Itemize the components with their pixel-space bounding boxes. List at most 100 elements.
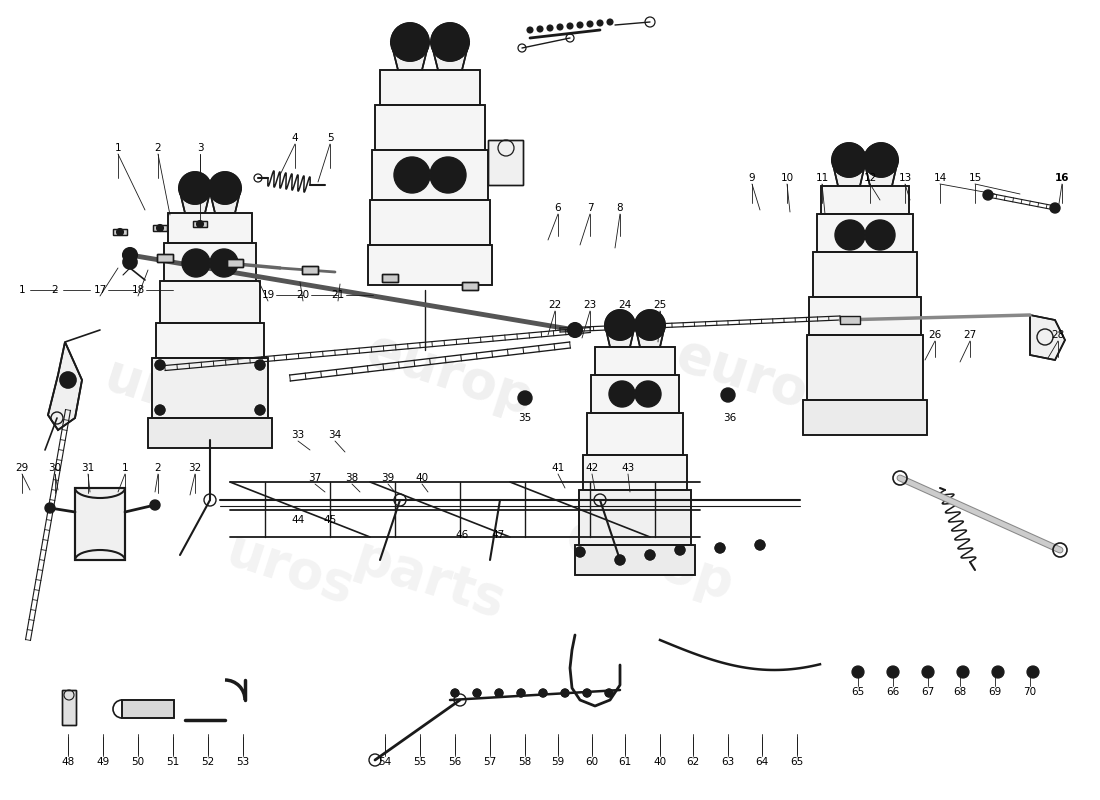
Text: 10: 10 bbox=[780, 173, 793, 183]
Circle shape bbox=[156, 225, 164, 231]
Circle shape bbox=[605, 310, 635, 340]
Circle shape bbox=[607, 19, 613, 25]
Text: 11: 11 bbox=[815, 173, 828, 183]
Circle shape bbox=[605, 689, 613, 697]
Text: 5: 5 bbox=[327, 133, 333, 143]
Circle shape bbox=[1050, 203, 1060, 213]
Text: 22: 22 bbox=[549, 300, 562, 310]
Text: 67: 67 bbox=[922, 687, 935, 697]
Text: 62: 62 bbox=[686, 757, 700, 767]
Text: 66: 66 bbox=[887, 687, 900, 697]
Circle shape bbox=[992, 666, 1004, 678]
Circle shape bbox=[517, 689, 525, 697]
Circle shape bbox=[527, 27, 534, 33]
Text: 1: 1 bbox=[114, 143, 121, 153]
Polygon shape bbox=[431, 42, 469, 70]
Circle shape bbox=[983, 190, 993, 200]
Circle shape bbox=[155, 360, 165, 370]
Bar bbox=[75, 488, 125, 560]
Text: 4: 4 bbox=[292, 133, 298, 143]
Circle shape bbox=[431, 23, 469, 61]
Text: europ: europ bbox=[360, 323, 540, 426]
Text: 14: 14 bbox=[934, 173, 947, 183]
Text: 30: 30 bbox=[48, 463, 62, 473]
Text: 35: 35 bbox=[518, 413, 531, 423]
Text: 19: 19 bbox=[262, 290, 275, 300]
Circle shape bbox=[45, 503, 55, 513]
Bar bbox=[591, 375, 679, 413]
Circle shape bbox=[255, 405, 265, 415]
Text: uros: uros bbox=[98, 350, 239, 440]
Text: 24: 24 bbox=[618, 300, 631, 310]
Circle shape bbox=[922, 666, 934, 678]
Polygon shape bbox=[390, 42, 429, 70]
Circle shape bbox=[473, 689, 481, 697]
Text: 57: 57 bbox=[483, 757, 496, 767]
Bar bbox=[372, 150, 488, 200]
Bar bbox=[157, 254, 173, 262]
Bar bbox=[375, 105, 485, 150]
Text: 2: 2 bbox=[155, 463, 162, 473]
Bar bbox=[807, 335, 923, 400]
Circle shape bbox=[557, 24, 563, 30]
Circle shape bbox=[394, 157, 430, 193]
Polygon shape bbox=[635, 325, 666, 347]
Circle shape bbox=[887, 666, 899, 678]
Circle shape bbox=[835, 220, 865, 250]
Circle shape bbox=[675, 545, 685, 555]
Bar bbox=[302, 266, 318, 274]
Bar bbox=[575, 545, 695, 575]
Text: 43: 43 bbox=[621, 463, 635, 473]
Circle shape bbox=[255, 360, 265, 370]
Bar bbox=[813, 252, 917, 297]
Text: 28: 28 bbox=[1052, 330, 1065, 340]
Text: 70: 70 bbox=[1023, 687, 1036, 697]
Circle shape bbox=[635, 381, 661, 407]
Circle shape bbox=[60, 372, 76, 388]
Bar bbox=[164, 243, 256, 281]
Bar bbox=[372, 150, 488, 200]
Circle shape bbox=[575, 547, 585, 557]
Text: 3: 3 bbox=[197, 143, 204, 153]
Bar bbox=[152, 358, 268, 418]
Text: europ: europ bbox=[670, 329, 850, 431]
Text: 15: 15 bbox=[968, 173, 981, 183]
Bar bbox=[808, 297, 921, 335]
Circle shape bbox=[518, 391, 532, 405]
Bar bbox=[153, 225, 167, 231]
Bar bbox=[379, 70, 480, 105]
Circle shape bbox=[715, 543, 725, 553]
Text: 51: 51 bbox=[166, 757, 179, 767]
Circle shape bbox=[117, 229, 123, 235]
Bar bbox=[157, 254, 173, 262]
Bar bbox=[821, 186, 909, 214]
Bar bbox=[370, 200, 490, 245]
Text: 60: 60 bbox=[585, 757, 598, 767]
Text: 8: 8 bbox=[617, 203, 624, 213]
Bar bbox=[591, 375, 679, 413]
Circle shape bbox=[957, 666, 969, 678]
Circle shape bbox=[587, 21, 593, 27]
Polygon shape bbox=[605, 325, 635, 347]
Bar bbox=[192, 221, 207, 227]
Polygon shape bbox=[1030, 315, 1065, 360]
Circle shape bbox=[583, 689, 591, 697]
Text: 16: 16 bbox=[1055, 173, 1069, 183]
Text: 13: 13 bbox=[899, 173, 912, 183]
Text: 45: 45 bbox=[323, 515, 337, 525]
Bar bbox=[156, 323, 264, 358]
Circle shape bbox=[852, 666, 864, 678]
Circle shape bbox=[495, 689, 503, 697]
Text: 33: 33 bbox=[292, 430, 305, 440]
Text: 63: 63 bbox=[722, 757, 735, 767]
Text: 59: 59 bbox=[551, 757, 564, 767]
Bar bbox=[488, 140, 522, 185]
Circle shape bbox=[566, 23, 573, 29]
Text: 65: 65 bbox=[851, 687, 865, 697]
Polygon shape bbox=[832, 160, 866, 186]
Circle shape bbox=[430, 157, 466, 193]
Text: 55: 55 bbox=[414, 757, 427, 767]
Bar bbox=[583, 455, 688, 490]
Text: 65: 65 bbox=[791, 757, 804, 767]
Text: europ: europ bbox=[560, 509, 740, 611]
